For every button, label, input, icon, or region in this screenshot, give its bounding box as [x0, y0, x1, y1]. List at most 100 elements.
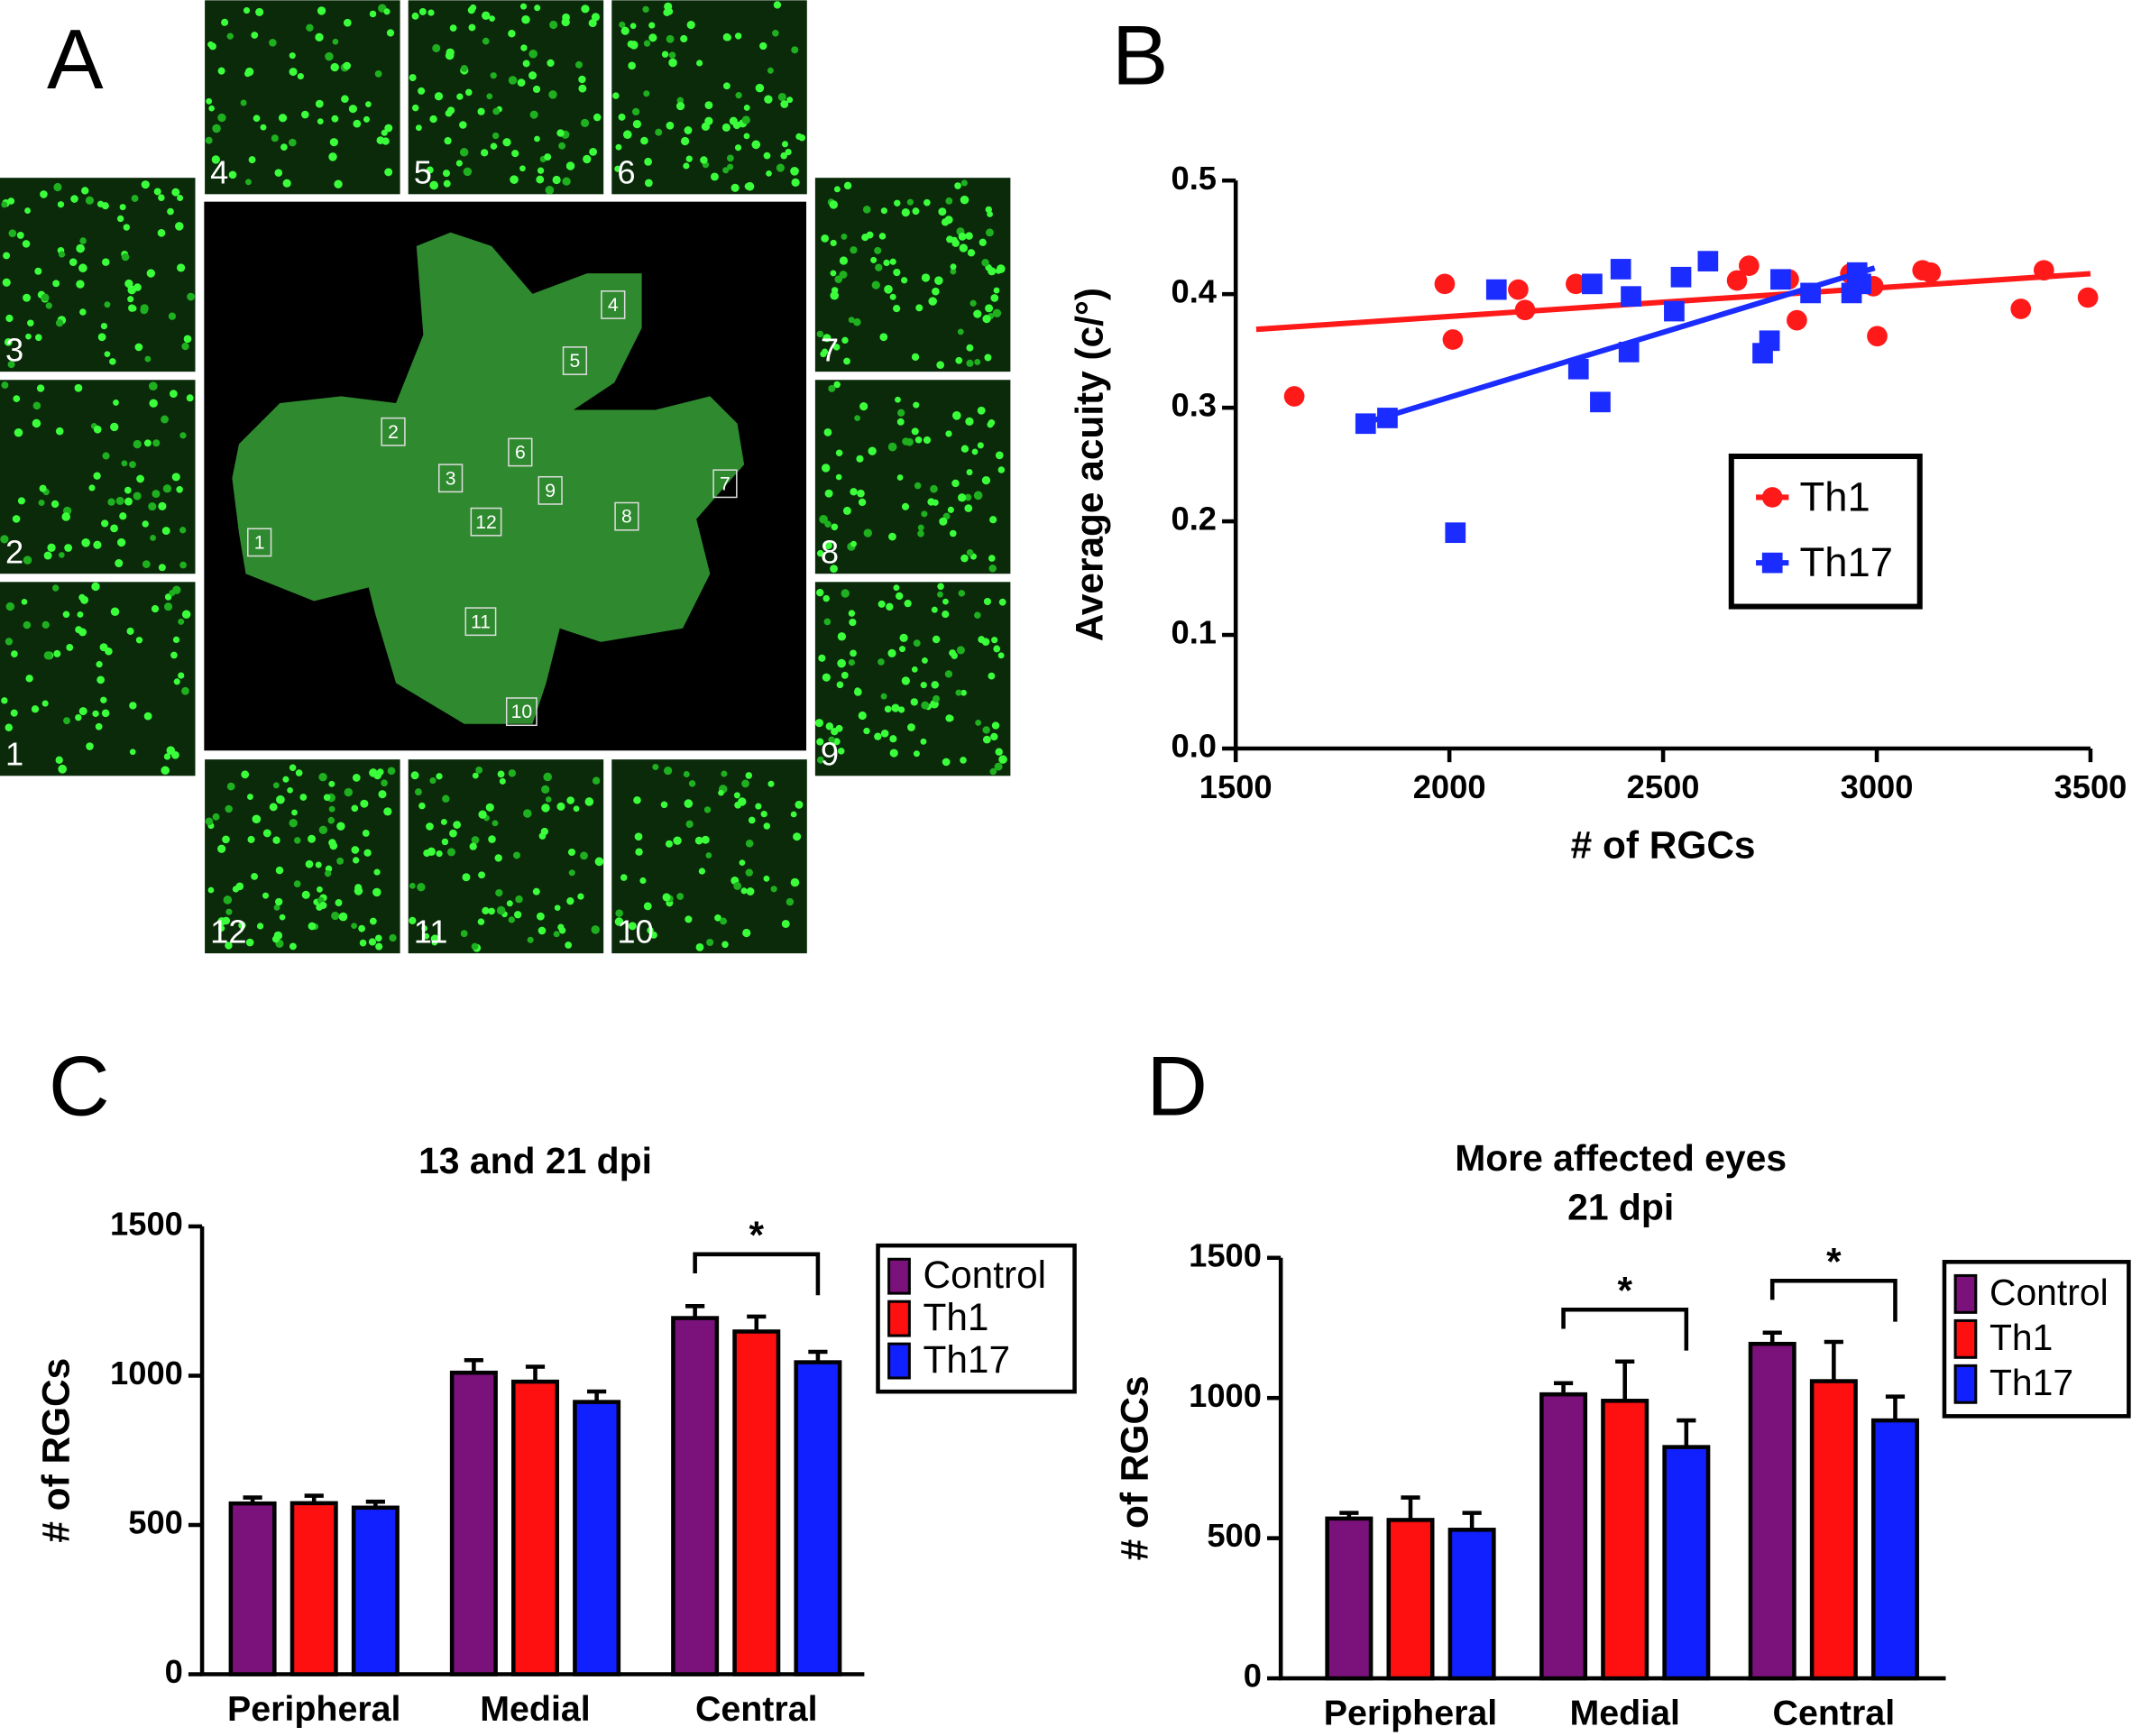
cell-dot	[901, 208, 910, 217]
cell-dot	[520, 44, 528, 51]
error-bar	[464, 1357, 483, 1373]
y-axis-label: # of RGCs	[34, 1358, 77, 1543]
cell-dot	[685, 820, 694, 829]
tile-number: 10	[617, 914, 653, 951]
cell-dot	[149, 399, 158, 408]
cell-dot	[996, 264, 1006, 273]
cell-dot	[755, 803, 762, 810]
cell-dot	[698, 868, 706, 875]
y-tick-label: 0.3	[1171, 387, 1217, 424]
cell-dot	[985, 228, 994, 237]
cell-dot	[893, 305, 901, 313]
cell-dot	[496, 905, 506, 915]
cell-dot	[127, 296, 134, 303]
cell-dot	[331, 911, 340, 921]
cell-dot	[696, 60, 703, 67]
cell-dot	[228, 170, 237, 179]
cell-dot	[13, 395, 21, 402]
cell-dot	[983, 597, 992, 606]
cell-dot	[965, 232, 973, 240]
cell-dot	[477, 918, 485, 925]
cell-dot	[508, 76, 518, 85]
cell-dot	[332, 38, 339, 45]
tile-background	[814, 582, 1011, 776]
cell-dot	[695, 943, 704, 951]
y-tick-label: 500	[128, 1504, 183, 1541]
cell-dot	[55, 319, 64, 327]
cell-dot	[887, 442, 897, 452]
cell-dot	[912, 207, 920, 216]
cell-dot	[856, 455, 864, 463]
cell-dot	[168, 312, 177, 320]
cell-dot	[541, 804, 550, 813]
cell-dot	[368, 938, 377, 946]
cell-dot	[995, 451, 1004, 460]
data-point	[2077, 287, 2099, 308]
cell-dot	[93, 425, 102, 434]
cell-dot	[790, 811, 797, 818]
cell-dot	[822, 334, 832, 343]
cell-dot	[998, 755, 1007, 764]
trend-line	[1362, 265, 1876, 427]
cell-dot	[133, 439, 142, 449]
cell-dot	[53, 182, 62, 192]
cell-dot	[223, 896, 233, 905]
cell-dot	[920, 738, 927, 745]
cell-dot	[462, 873, 471, 882]
cell-dot	[280, 143, 288, 151]
cell-dot	[556, 129, 565, 137]
cell-dot	[902, 437, 910, 445]
significance-bracket	[693, 1252, 821, 1296]
cell-dot	[23, 556, 32, 565]
region-box	[538, 475, 563, 505]
cell-dot	[176, 485, 183, 493]
y-tick-label: 0	[165, 1653, 183, 1690]
cell-dot	[915, 304, 923, 312]
data-point	[1621, 286, 1641, 308]
cell-dot	[981, 258, 989, 267]
cell-dot	[556, 802, 565, 811]
cell-dot	[988, 419, 996, 427]
cell-dot	[133, 491, 142, 501]
tile-number: 12	[210, 914, 246, 951]
cell-dot	[240, 99, 247, 106]
bar	[1748, 1341, 1796, 1681]
region-box-label: 1	[254, 533, 265, 554]
data-point	[2010, 299, 2032, 319]
cell-dot	[363, 115, 370, 123]
cell-dot	[914, 436, 923, 444]
cell-dot	[315, 32, 324, 42]
cell-dot	[951, 479, 960, 488]
bar	[1870, 1418, 1919, 1681]
cell-dot	[222, 916, 231, 925]
cell-dot	[426, 822, 434, 831]
cell-dot	[336, 822, 345, 831]
cell-dot	[772, 30, 779, 37]
cell-dot	[512, 851, 521, 859]
cell-dot	[822, 348, 829, 355]
cell-dot	[921, 701, 930, 710]
cell-dot	[841, 336, 849, 344]
micrograph-tile: 9	[814, 582, 1011, 776]
cell-dot	[666, 34, 675, 43]
cell-dot	[685, 155, 693, 162]
bar	[1447, 1528, 1496, 1681]
cell-dot	[745, 772, 753, 779]
cell-dot	[629, 23, 637, 30]
legend-label: Th1	[1799, 473, 1870, 519]
cell-dot	[124, 279, 133, 289]
cell-dot	[329, 138, 338, 147]
cell-dot	[317, 118, 324, 124]
legend-swatch	[887, 1300, 911, 1337]
cell-dot	[482, 37, 490, 45]
cell-dot	[217, 844, 226, 853]
cell-dot	[485, 803, 494, 812]
cell-dot	[289, 68, 298, 77]
x-tick-label: 2500	[1627, 768, 1700, 805]
cell-dot	[589, 147, 598, 156]
cell-dot	[584, 797, 594, 806]
cell-dot	[129, 702, 137, 710]
cell-dot	[53, 649, 61, 657]
cell-dot	[436, 773, 443, 780]
region-box-label: 2	[388, 422, 399, 443]
